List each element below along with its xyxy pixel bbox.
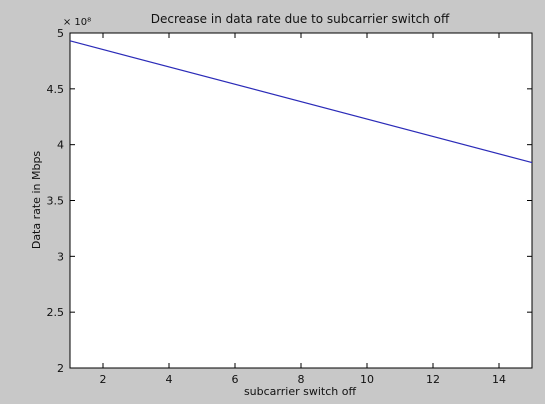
x-tick-label: 12 (426, 373, 440, 386)
x-tick-label: 10 (360, 373, 374, 386)
y-axis-multiplier: × 10⁸ (63, 17, 91, 28)
x-tick-label: 2 (100, 373, 107, 386)
plot-area (69, 32, 533, 369)
x-axis-ticks: 2 4 6 8 10 12 14 (100, 33, 506, 386)
y-tick-label: 2.5 (47, 306, 65, 319)
series-layer (69, 40, 533, 164)
y-tick-label: 4.5 (47, 83, 65, 96)
x-tick-label: 14 (492, 373, 506, 386)
series-line (69, 40, 533, 164)
y-tick-label: 4 (57, 139, 64, 152)
x-axis-label: subcarrier switch off (244, 385, 357, 398)
y-tick-label: 2 (57, 362, 64, 375)
y-tick-label: 3 (57, 250, 64, 263)
x-tick-label: 6 (232, 373, 239, 386)
chart-title: Decrease in data rate due to subcarrier … (151, 12, 450, 26)
y-axis-label: Data rate in Mbps (30, 151, 43, 250)
y-tick-label: 3.5 (47, 195, 65, 208)
y-tick-label: 5 (57, 27, 64, 40)
y-axis-ticks: 2 2.5 3 3.5 4 4.5 5 (47, 27, 532, 375)
x-tick-label: 8 (298, 373, 305, 386)
x-tick-label: 4 (166, 373, 173, 386)
